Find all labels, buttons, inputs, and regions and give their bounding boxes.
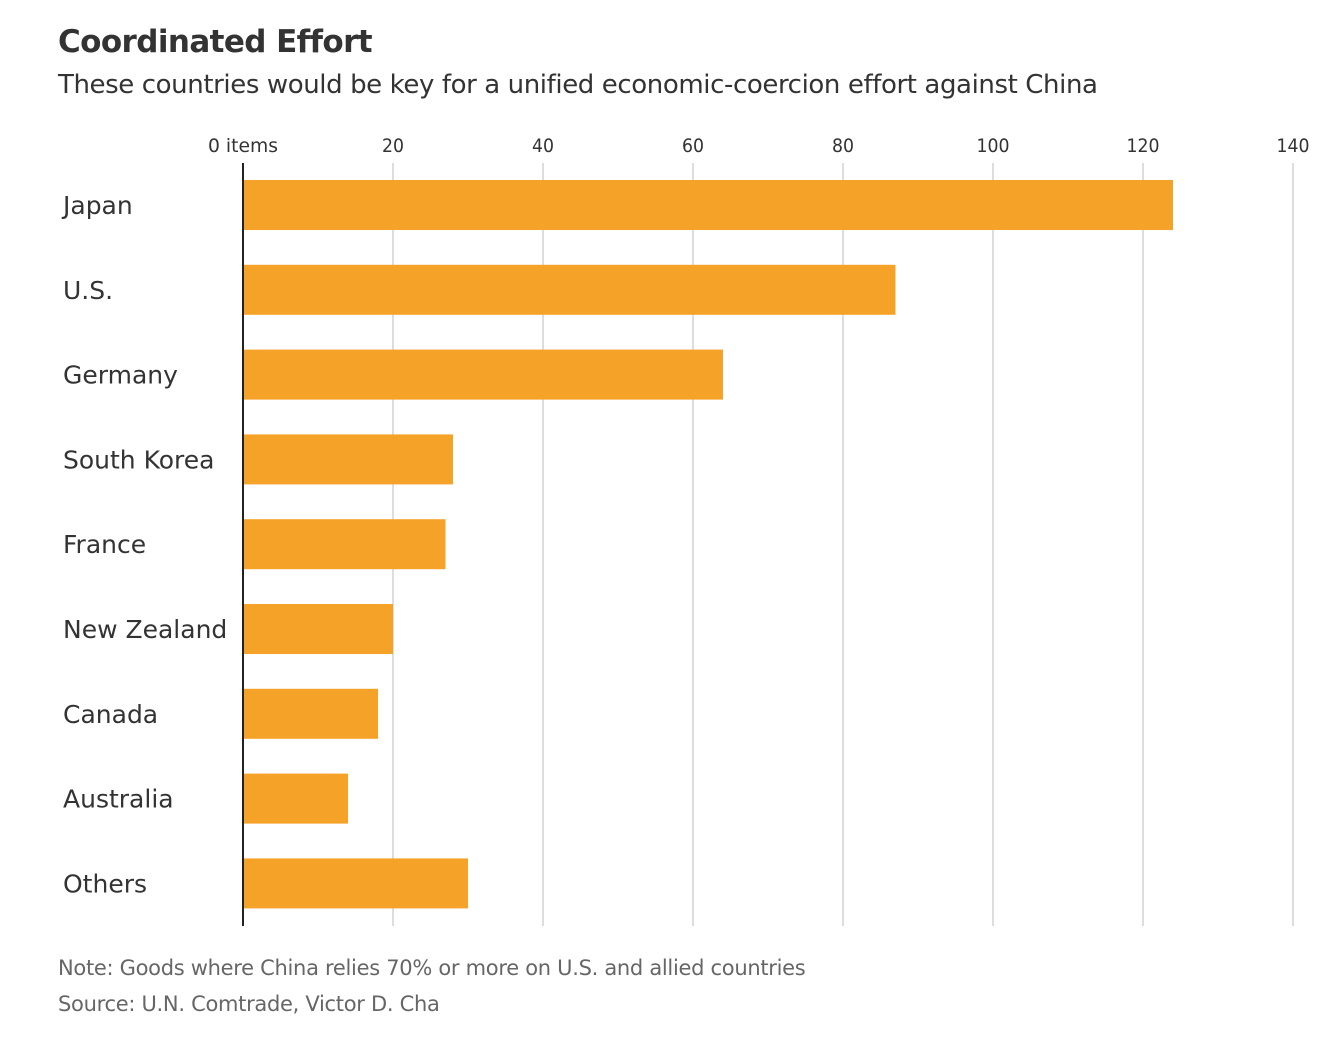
x-tick-label: 40 [532,135,554,157]
x-tick-label: 60 [682,135,704,157]
bar-australia [243,773,348,824]
x-axis-tick-labels: 0 items 20 40 60 80 100 120 140 [208,135,1310,157]
x-tick-label: 120 [1127,135,1160,157]
category-label: Others [63,869,147,898]
category-label: New Zealand [63,615,227,644]
bar-u-s [243,264,896,315]
x-tick-label: 80 [832,135,854,157]
chart-title: Coordinated Effort [58,24,373,60]
bar-canada [243,688,378,739]
bar-france [243,519,446,570]
bars [243,180,1173,909]
category-label: U.S. [63,276,113,305]
bar-south-korea [243,434,453,485]
x-tick-label: 100 [977,135,1010,157]
category-label: Canada [63,700,158,729]
x-tick-label: 20 [382,135,404,157]
category-label: Germany [63,361,178,390]
bar-germany [243,349,723,400]
category-label: Japan [61,191,133,220]
category-label: Australia [63,785,174,814]
chart-subtitle: These countries would be key for a unifi… [58,70,1098,100]
x-tick-label: 0 items [208,135,278,157]
chart-source: Source: U.N. Comtrade, Victor D. Cha [58,992,440,1016]
bar-others [243,858,468,909]
chart-note: Note: Goods where China relies 70% or mo… [58,956,806,980]
category-labels: Japan U.S. Germany South Korea France New Zea… [61,191,227,898]
bar-new-zealand [243,604,393,654]
category-label: France [63,530,146,559]
bar-japan [243,180,1173,230]
category-label: South Korea [63,445,214,474]
x-tick-label: 140 [1277,135,1310,157]
